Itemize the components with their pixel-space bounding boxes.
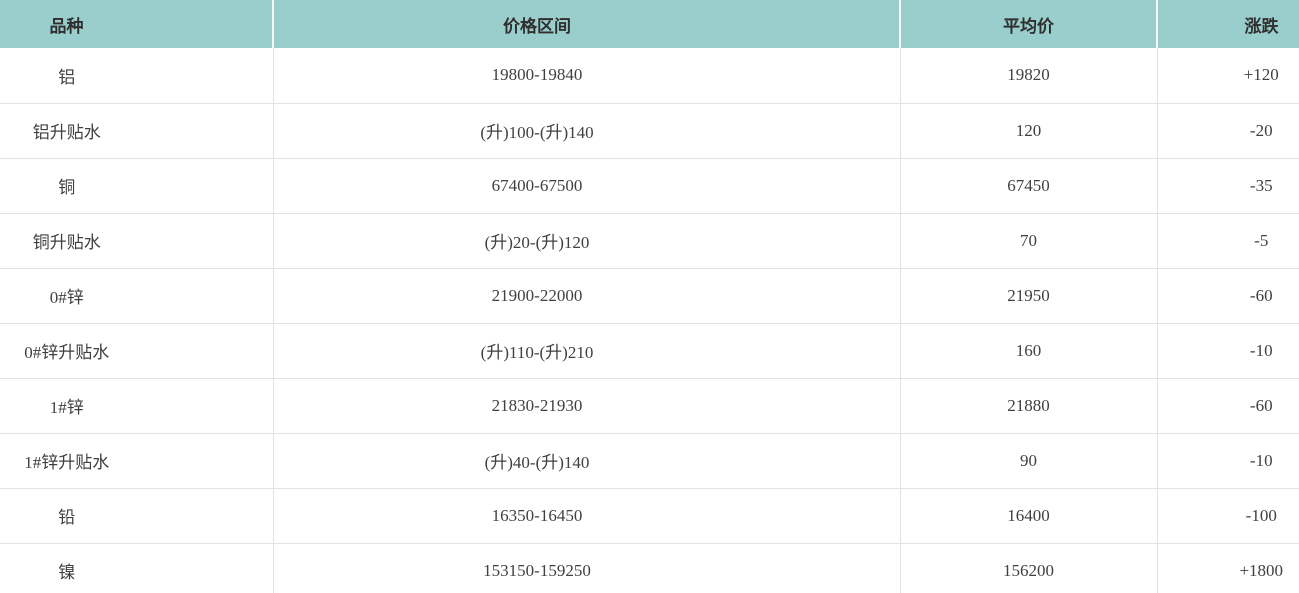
- cell-variety: 铝: [0, 48, 273, 104]
- cell-variety: 铅: [0, 488, 273, 544]
- cell-variety: 0#锌升贴水: [0, 323, 273, 379]
- cell-variety: 1#锌: [0, 378, 273, 434]
- cell-avg-price: 21880: [899, 378, 1157, 434]
- table-row: 铜 67400-67500 67450 -35: [0, 158, 1299, 214]
- table-row: 铅 16350-16450 16400 -100: [0, 488, 1299, 544]
- table-row: 铝 19800-19840 19820 +120: [0, 48, 1299, 104]
- table-row: 镍 153150-159250 156200 +1800: [0, 543, 1299, 593]
- column-header-avg-price: 平均价: [899, 0, 1157, 48]
- cell-variety: 铜升贴水: [0, 213, 273, 269]
- column-header-price-range: 价格区间: [272, 0, 900, 48]
- cell-price-range: (升)20-(升)120: [272, 213, 900, 269]
- cell-change: -60: [1156, 268, 1299, 324]
- cell-avg-price: 120: [899, 103, 1157, 159]
- cell-change: +120: [1156, 48, 1299, 104]
- cell-avg-price: 160: [899, 323, 1157, 379]
- cell-variety: 1#锌升贴水: [0, 433, 273, 489]
- cell-avg-price: 19820: [899, 48, 1157, 104]
- cell-price-range: (升)100-(升)140: [272, 103, 900, 159]
- cell-change: -5: [1156, 213, 1299, 269]
- cell-avg-price: 67450: [899, 158, 1157, 214]
- column-header-variety: 品种: [0, 0, 273, 48]
- cell-price-range: (升)40-(升)140: [272, 433, 900, 489]
- cell-price-range: 67400-67500: [272, 158, 900, 214]
- table-row: 0#锌 21900-22000 21950 -60: [0, 268, 1299, 324]
- cell-price-range: 153150-159250: [272, 543, 900, 593]
- table-row: 铝升贴水 (升)100-(升)140 120 -20: [0, 103, 1299, 159]
- cell-variety: 0#锌: [0, 268, 273, 324]
- cell-avg-price: 90: [899, 433, 1157, 489]
- table-row: 1#锌 21830-21930 21880 -60: [0, 378, 1299, 434]
- cell-price-range: (升)110-(升)210: [272, 323, 900, 379]
- cell-variety: 铜: [0, 158, 273, 214]
- table-row: 1#锌升贴水 (升)40-(升)140 90 -10: [0, 433, 1299, 489]
- cell-change: -100: [1156, 488, 1299, 544]
- cell-avg-price: 16400: [899, 488, 1157, 544]
- cell-change: -20: [1156, 103, 1299, 159]
- cell-price-range: 16350-16450: [272, 488, 900, 544]
- cell-avg-price: 70: [899, 213, 1157, 269]
- cell-change: -10: [1156, 433, 1299, 489]
- table-header-row: 品种 价格区间 平均价 涨跌: [0, 0, 1299, 48]
- cell-price-range: 21900-22000: [272, 268, 900, 324]
- cell-price-range: 19800-19840: [272, 48, 900, 104]
- cell-change: -35: [1156, 158, 1299, 214]
- cell-change: +1800: [1156, 543, 1299, 593]
- cell-price-range: 21830-21930: [272, 378, 900, 434]
- column-header-change: 涨跌: [1156, 0, 1299, 48]
- cell-change: -60: [1156, 378, 1299, 434]
- cell-variety: 镍: [0, 543, 273, 593]
- cell-change: -10: [1156, 323, 1299, 379]
- cell-variety: 铝升贴水: [0, 103, 273, 159]
- table-row: 0#锌升贴水 (升)110-(升)210 160 -10: [0, 323, 1299, 379]
- cell-avg-price: 21950: [899, 268, 1157, 324]
- cell-avg-price: 156200: [899, 543, 1157, 593]
- table-row: 铜升贴水 (升)20-(升)120 70 -5: [0, 213, 1299, 269]
